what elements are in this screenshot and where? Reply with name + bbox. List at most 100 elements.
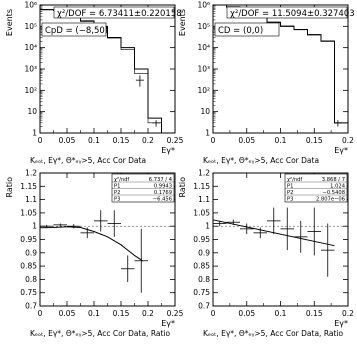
y-tick-label: 0.95 (20, 235, 37, 244)
x-tick-label: 0.05 (238, 309, 255, 318)
y-axis-label: Ratio (178, 177, 187, 198)
chart-panel-2: 0 0.05 0.1 0.15 0.2 1 10 10² 10³ 10⁴ 10⁵ 10⁶ Events E… (178, 1, 355, 166)
x-tick-label: 0.25 (167, 309, 184, 318)
x-axis-label: Eγ* (334, 146, 348, 155)
y-tick-label: 0.8 (25, 275, 37, 284)
x-axis-label: Eγ* (161, 319, 175, 328)
y-tick-label: 10⁵ (24, 22, 37, 31)
stat-cpd: CD = (0,0) (218, 26, 263, 36)
stats-key: P2 (114, 190, 120, 196)
x-tick-label: 0.2 (342, 136, 354, 145)
x-tick-label: 0.2 (342, 309, 354, 318)
y-tick-label: 0.9 (25, 248, 37, 257)
stat-box (53, 6, 175, 19)
stats-key: P1 (114, 184, 120, 190)
y-tick-label: 0.8 (198, 275, 210, 284)
x-tick-label: 0 (38, 309, 43, 318)
x-tick-label: 0.15 (306, 136, 323, 145)
y-tick-label: 10⁶ (24, 1, 37, 10)
stat-box-2 (41, 22, 107, 37)
stats-value: 0.9943 (154, 184, 172, 190)
y-tick-label: 0.75 (193, 288, 210, 297)
stats-key: P1 (287, 184, 293, 190)
stats-value: −0.5408 (323, 190, 346, 196)
y-tick-label: 1 (32, 129, 37, 138)
y-tick-label: 1 (32, 222, 37, 231)
x-tick-label: 0.05 (238, 136, 255, 145)
y-tick-label: 1.1 (25, 195, 37, 204)
y-tick-label: 10⁶ (197, 1, 210, 10)
y-tick-label: 0.85 (20, 262, 37, 271)
y-tick-label: 10⁴ (24, 43, 37, 52)
stats-key: χ²/ndf (114, 177, 129, 183)
stat-chi2: χ²/DOF = 11.5094±0.327403 (230, 9, 355, 19)
stats-box (111, 173, 175, 203)
x-tick-label: 0.25 (167, 136, 184, 145)
x-tick-label: 0 (211, 309, 216, 318)
fit-curve (39, 226, 143, 262)
stats-box (284, 173, 348, 203)
y-tick-label: 10³ (197, 65, 210, 74)
caption: Kₑₒₜ, Eγ*, Θ*ₑᵧ>5, Acc Cor Data, Ratio (30, 329, 170, 338)
y-tick-label: 10² (24, 86, 37, 95)
y-tick-label: 1.15 (20, 182, 37, 191)
stat-chi2: χ²/DOF = 6.73411±0.220158 (57, 9, 182, 19)
x-tick-label: 0.15 (113, 136, 130, 145)
stats-key: P3 (287, 197, 293, 203)
caption: Kₑₒₜ, Eγ*, Θ*ₑᵧ>5, Acc Cor Data, Ratio (203, 329, 343, 338)
x-tick-label: 0.1 (88, 136, 100, 145)
fit-histogram (213, 4, 348, 124)
y-tick-label: 1 (205, 222, 210, 231)
x-tick-label: 0.2 (142, 309, 154, 318)
y-tick-label: 10 (200, 107, 210, 116)
x-tick-label: 0.15 (306, 309, 323, 318)
stats-key: P2 (287, 190, 293, 196)
y-axis-label: Events (178, 9, 187, 36)
stats-key: P3 (114, 197, 120, 203)
caption: Kₑₒₜ, Eγ*, Θ*ₑᵧ>5, Acc Cor Data (203, 156, 319, 165)
x-tick-label: 0 (211, 136, 216, 145)
y-tick-label: 0.9 (198, 248, 210, 257)
x-tick-label: 0.15 (113, 309, 130, 318)
y-tick-label: 10² (197, 86, 210, 95)
y-tick-label: 1.2 (25, 169, 37, 178)
y-tick-label: 1.15 (193, 182, 210, 191)
y-tick-label: 1.1 (198, 195, 210, 204)
stat-cpd: CpD = (−8,50) (45, 26, 108, 36)
caption: Kₑₒₜ, Eγ*, Θ*ₑᵧ>5, Acc Cor Data (30, 156, 146, 165)
x-tick-label: 0.1 (275, 309, 287, 318)
stats-value: 1.024 (330, 184, 346, 190)
y-tick-label: 10⁴ (197, 43, 210, 52)
chart-panel-1: 0 0.05 0.1 0.15 0.2 0.25 1 10 10² 10³ 10⁴ 10⁵ 10⁶ Eve… (5, 1, 184, 166)
stat-box (226, 6, 348, 19)
y-tick-label: 1.05 (193, 208, 210, 217)
x-tick-label: 0.2 (142, 136, 154, 145)
y-tick-label: 0.75 (20, 288, 37, 297)
y-tick-label: 10³ (24, 65, 37, 74)
x-tick-label: 0.1 (275, 136, 287, 145)
y-axis-label: Events (5, 9, 14, 36)
y-tick-label: 0.7 (198, 302, 210, 311)
x-axis-label: Eγ* (161, 146, 175, 155)
x-tick-label: 0.05 (59, 309, 76, 318)
x-tick-label: 0 (38, 136, 43, 145)
y-tick-label: 1.2 (198, 169, 210, 178)
y-tick-label: 0.95 (193, 235, 210, 244)
stats-key: χ²/ndf (287, 177, 302, 183)
stat-box-2 (214, 22, 280, 37)
stats-value: −6.456 (153, 197, 172, 203)
y-tick-label: 0.85 (193, 262, 210, 271)
y-tick-label: 0.7 (25, 302, 37, 311)
y-axis-label: Ratio (5, 177, 14, 198)
x-axis-label: Eγ* (334, 319, 348, 328)
y-tick-label: 1 (205, 129, 210, 138)
y-tick-label: 10 (27, 107, 37, 116)
stats-value: 2.807e−06 (316, 197, 345, 203)
x-tick-label: 0.05 (59, 136, 76, 145)
x-tick-label: 0.1 (88, 309, 100, 318)
stats-value: 0.1769 (154, 190, 172, 196)
stats-value: 3.868 / 7 (322, 177, 345, 183)
chart-panel-3: 0 0.05 0.1 0.15 0.2 0.25 0.7 0.75 0.8 0.85 0.9 0.95… (5, 169, 184, 339)
y-tick-label: 1.05 (20, 208, 37, 217)
